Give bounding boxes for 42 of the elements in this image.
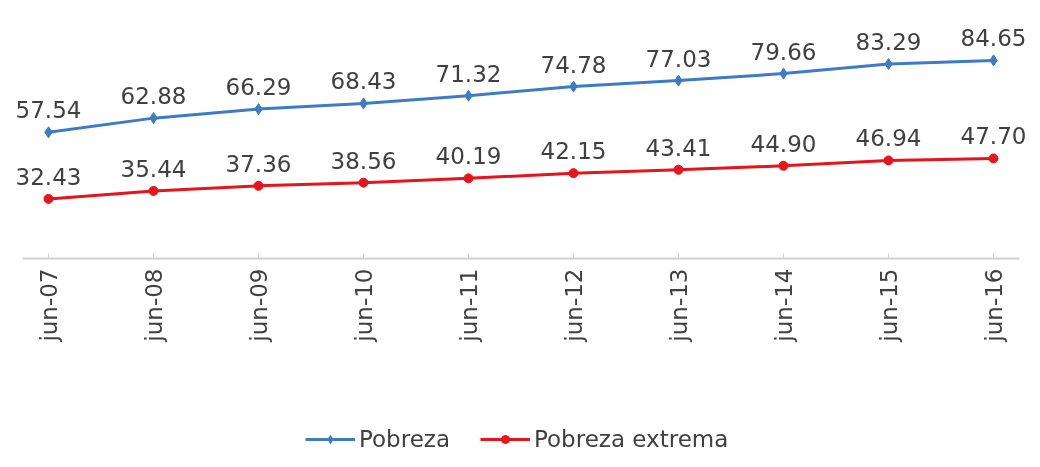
data-label: 66.29 <box>225 74 292 101</box>
data-label: 42.15 <box>540 138 607 165</box>
point <box>148 185 159 196</box>
legend-label: Pobreza extrema <box>534 426 729 452</box>
data-label: 77.03 <box>645 45 712 72</box>
point <box>358 177 369 188</box>
x-tick-label: jun-07 <box>35 268 62 343</box>
point <box>43 193 54 204</box>
point <box>778 160 789 171</box>
x-tick-label: jun-09 <box>245 268 272 343</box>
data-label: 62.88 <box>120 83 187 110</box>
x-tick-label: jun-08 <box>140 268 167 343</box>
legend-label: Pobreza <box>359 426 450 452</box>
data-label: 46.94 <box>855 125 922 152</box>
point <box>253 180 264 191</box>
data-label: 79.66 <box>750 38 817 65</box>
data-label: 71.32 <box>435 60 502 87</box>
data-label: 84.65 <box>960 25 1027 52</box>
x-tick-label: jun-16 <box>980 268 1007 343</box>
point <box>673 164 684 175</box>
data-label: 37.36 <box>225 150 292 177</box>
x-tick-label: jun-14 <box>770 268 797 343</box>
data-label: 32.43 <box>15 163 82 190</box>
x-tick-label: jun-10 <box>350 268 377 343</box>
data-label: 57.54 <box>15 97 82 124</box>
data-label: 43.41 <box>645 134 712 161</box>
data-label: 83.29 <box>855 28 922 55</box>
data-label: 74.78 <box>540 51 607 78</box>
data-label: 44.90 <box>750 130 817 157</box>
data-label: 38.56 <box>330 147 397 174</box>
x-tick-label: jun-15 <box>875 268 902 343</box>
x-tick-label: jun-13 <box>665 268 692 343</box>
point <box>988 153 999 164</box>
x-tick-label: jun-12 <box>560 268 587 343</box>
data-label: 35.44 <box>120 155 187 182</box>
data-label: 40.19 <box>435 143 502 170</box>
point <box>883 155 894 166</box>
point <box>568 168 579 179</box>
data-label: 47.70 <box>960 123 1027 150</box>
point <box>463 173 474 184</box>
x-tick-label: jun-11 <box>455 268 482 343</box>
data-label: 68.43 <box>330 68 397 95</box>
